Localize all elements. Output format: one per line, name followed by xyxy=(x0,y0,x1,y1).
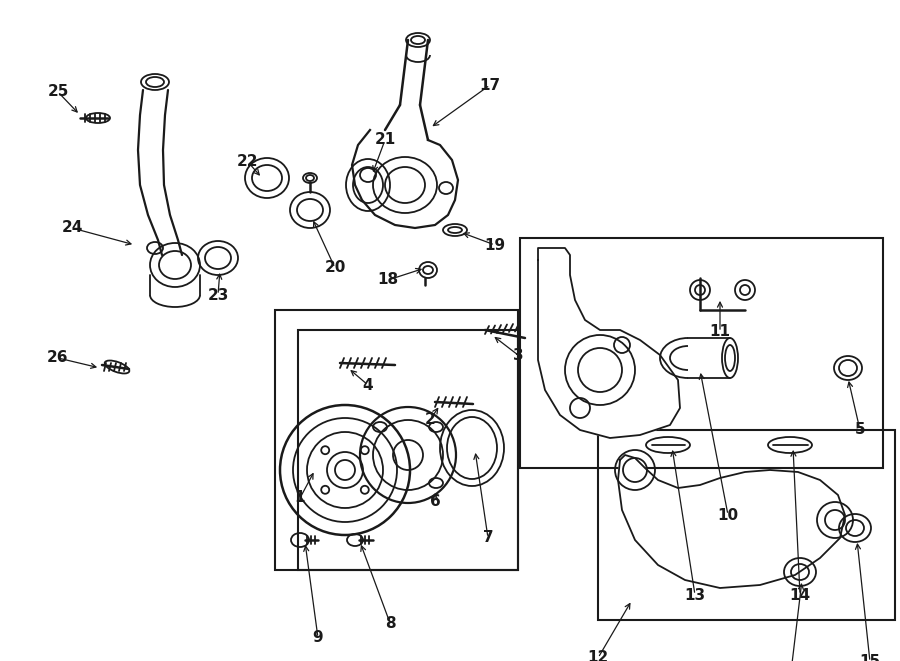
Polygon shape xyxy=(538,248,680,438)
Text: 25: 25 xyxy=(48,85,68,100)
Text: 13: 13 xyxy=(684,588,706,602)
Text: 4: 4 xyxy=(363,377,374,393)
Polygon shape xyxy=(618,455,845,588)
Text: 26: 26 xyxy=(47,350,68,366)
Text: 15: 15 xyxy=(860,654,880,661)
Text: 14: 14 xyxy=(789,588,811,602)
Text: 7: 7 xyxy=(482,531,493,545)
Text: 8: 8 xyxy=(384,615,395,631)
Text: 20: 20 xyxy=(324,260,346,276)
Text: 24: 24 xyxy=(61,221,83,235)
Text: 6: 6 xyxy=(429,494,440,510)
Bar xyxy=(598,430,895,620)
Text: 10: 10 xyxy=(717,508,739,522)
Text: 12: 12 xyxy=(588,650,608,661)
Text: 3: 3 xyxy=(513,348,523,362)
Text: 2: 2 xyxy=(425,412,436,428)
Text: 23: 23 xyxy=(207,288,229,303)
Text: 9: 9 xyxy=(312,631,323,646)
Bar xyxy=(275,310,518,570)
Bar xyxy=(520,238,883,468)
Text: 1: 1 xyxy=(295,490,305,506)
Text: 18: 18 xyxy=(377,272,399,288)
Text: 17: 17 xyxy=(480,77,500,93)
Text: 21: 21 xyxy=(374,132,396,147)
Text: 22: 22 xyxy=(238,155,259,169)
Text: 11: 11 xyxy=(709,325,731,340)
Text: 19: 19 xyxy=(484,237,506,253)
Text: 5: 5 xyxy=(855,422,865,438)
Bar xyxy=(298,330,518,570)
